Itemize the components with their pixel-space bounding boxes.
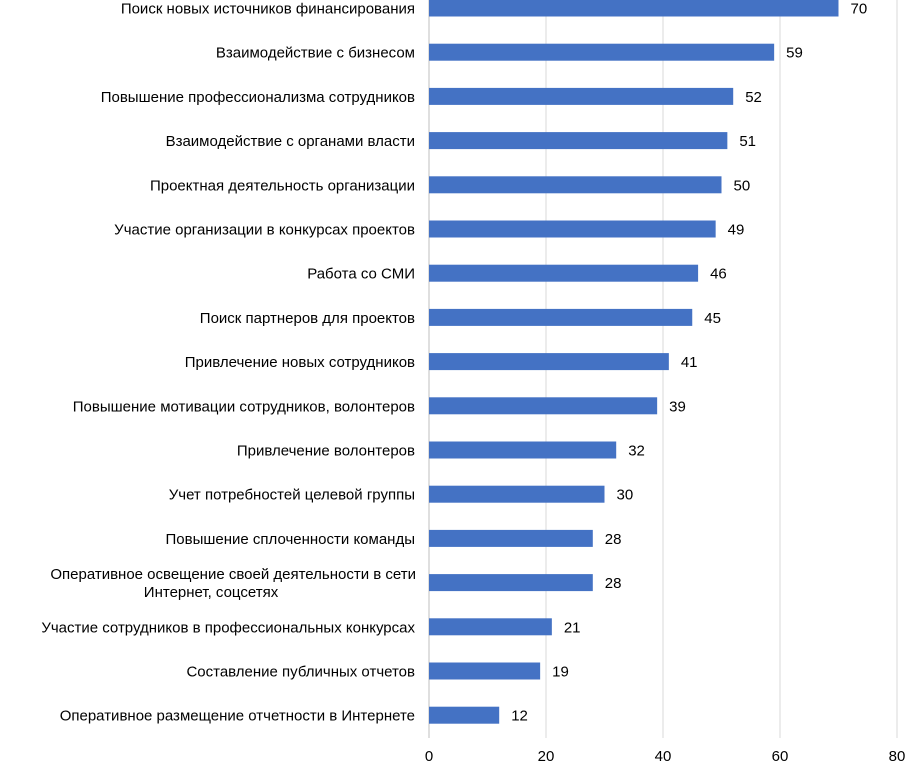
- category-label: Проектная деятельность организации: [150, 177, 415, 194]
- bar: [429, 574, 593, 592]
- category-label-line: Интернет, соцсетях: [144, 584, 279, 601]
- bar: [429, 132, 728, 150]
- category-label-line: Участие организации в конкурсах проектов: [114, 222, 415, 239]
- value-label: 46: [710, 266, 727, 283]
- category-label: Работа со СМИ: [307, 266, 415, 283]
- category-label-line: Составление публичных отчетов: [186, 664, 415, 681]
- value-label: 59: [786, 45, 803, 62]
- bar: [429, 220, 716, 238]
- value-label: 30: [617, 487, 634, 504]
- x-axis-ticks: 0 20 40 60 80: [425, 748, 906, 763]
- category-label-line: Повышение сплоченности команды: [165, 531, 415, 548]
- category-labels: Поиск новых источников финансирования Вза…: [41, 1, 416, 725]
- category-label-line: Взаимодействие с бизнесом: [216, 45, 415, 62]
- bar: [429, 87, 734, 105]
- category-label-line: Повышение профессионализма сотрудников: [101, 89, 415, 106]
- category-label-line: Взаимодействие с органами власти: [166, 133, 415, 150]
- value-label: 52: [745, 89, 762, 106]
- value-label: 50: [734, 177, 751, 194]
- value-label: 32: [628, 443, 645, 460]
- category-label-line: Поиск партнеров для проектов: [200, 310, 415, 327]
- x-tick-label: 20: [538, 748, 555, 763]
- category-label-line: Оперативное размещение отчетности в Инте…: [60, 708, 415, 725]
- category-label-line: Оперативное освещение своей деятельности…: [50, 566, 416, 583]
- bar: [429, 43, 775, 61]
- value-label: 70: [851, 1, 868, 18]
- category-label-line: Учет потребностей целевой группы: [169, 487, 415, 504]
- category-label: Привлечение волонтеров: [237, 443, 415, 460]
- value-label: 12: [511, 708, 528, 725]
- category-label-line: Проектная деятельность организации: [150, 177, 415, 194]
- bar: [429, 264, 699, 282]
- category-label: Повышение сплоченности команды: [165, 531, 415, 548]
- bar: [429, 176, 722, 194]
- bars: [429, 0, 839, 724]
- category-label: Участие сотрудников в профессиональных к…: [41, 619, 415, 636]
- value-label: 39: [669, 398, 686, 415]
- category-label: Оперативное размещение отчетности в Инте…: [60, 708, 415, 725]
- category-label: Повышение мотивации сотрудников, волонте…: [73, 398, 415, 415]
- category-label: Участие организации в конкурсах проектов: [114, 222, 415, 239]
- category-label-line: Привлечение новых сотрудников: [185, 354, 415, 371]
- value-labels: 70 59 52 51 50 49 46 45 41 39 32 30 28 28 21 19 12: [511, 1, 867, 725]
- bar: [429, 529, 593, 547]
- x-tick-label: 60: [772, 748, 789, 763]
- category-label-line: Поиск новых источников финансирования: [121, 1, 415, 18]
- category-label: Привлечение новых сотрудников: [185, 354, 415, 371]
- x-tick-label: 80: [889, 748, 906, 763]
- category-label-line: Повышение мотивации сотрудников, волонте…: [73, 398, 415, 415]
- x-tick-label: 0: [425, 748, 433, 763]
- category-label: Оперативное освещение своей деятельности…: [50, 566, 416, 601]
- category-label: Поиск партнеров для проектов: [200, 310, 415, 327]
- category-label-line: Работа со СМИ: [307, 266, 415, 283]
- x-tick-label: 40: [655, 748, 672, 763]
- value-label: 45: [704, 310, 721, 327]
- value-label: 49: [728, 222, 745, 239]
- value-label: 28: [605, 575, 622, 592]
- bar: [429, 353, 669, 371]
- category-label: Поиск новых источников финансирования: [121, 1, 415, 18]
- value-label: 41: [681, 354, 698, 371]
- bar: [429, 441, 617, 459]
- bar: [429, 706, 500, 724]
- category-label: Повышение профессионализма сотрудников: [101, 89, 415, 106]
- bar: [429, 0, 839, 17]
- value-label: 21: [564, 619, 581, 636]
- category-label: Взаимодействие с бизнесом: [216, 45, 415, 62]
- bar: [429, 485, 605, 503]
- bar: [429, 397, 658, 415]
- value-label: 28: [605, 531, 622, 548]
- bar: [429, 618, 552, 636]
- category-label: Взаимодействие с органами власти: [166, 133, 415, 150]
- category-label: Составление публичных отчетов: [186, 664, 415, 681]
- category-label: Учет потребностей целевой группы: [169, 487, 415, 504]
- value-label: 19: [552, 664, 569, 681]
- category-label-line: Привлечение волонтеров: [237, 443, 415, 460]
- bar: [429, 308, 693, 326]
- category-label-line: Участие сотрудников в профессиональных к…: [41, 619, 415, 636]
- bar: [429, 662, 541, 680]
- value-label: 51: [739, 133, 756, 150]
